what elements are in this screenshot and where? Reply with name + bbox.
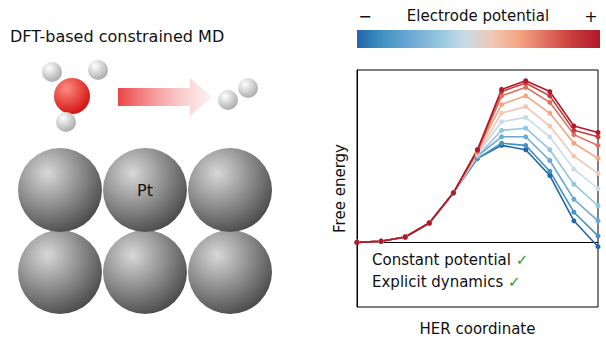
svg-text:DFT-based constrained MD: DFT-based constrained MD	[10, 27, 224, 46]
svg-text:Free energy: Free energy	[331, 144, 349, 233]
svg-text:Constant potential: Constant potential	[372, 251, 516, 269]
svg-text:✓: ✓	[508, 273, 521, 291]
svg-text:✓: ✓	[516, 251, 529, 269]
svg-text:+: +	[584, 7, 597, 26]
svg-text:Pt: Pt	[137, 181, 153, 200]
svg-text:Electrode potential: Electrode potential	[407, 7, 549, 25]
svg-text:HER coordinate: HER coordinate	[420, 320, 536, 338]
svg-text:Explicit dynamics: Explicit dynamics	[372, 273, 508, 291]
svg-text:−: −	[358, 7, 371, 26]
